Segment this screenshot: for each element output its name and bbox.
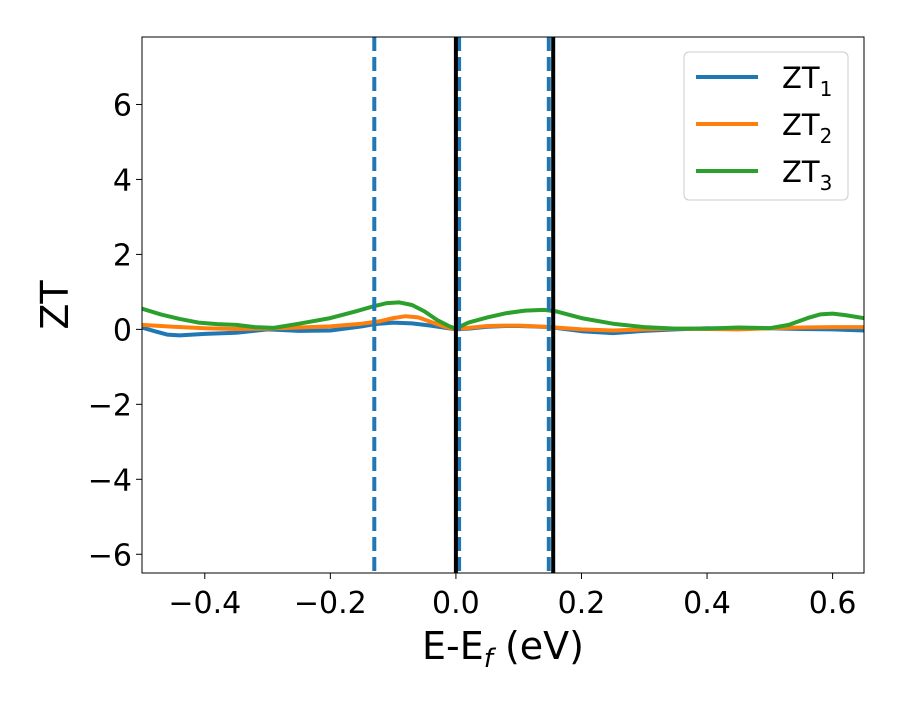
- reference-lines: [372, 37, 556, 573]
- y-tick-label: 0: [113, 313, 132, 348]
- legend: ZT1 ZT2 ZT3: [683, 51, 849, 201]
- y-tick-label: 6: [113, 88, 132, 123]
- legend-label-2: ZT2: [782, 108, 832, 148]
- y-tick-label: −6: [88, 538, 132, 573]
- y-tick-label: −2: [88, 388, 132, 423]
- x-tick-label: 0.0: [432, 586, 480, 621]
- y-tick-label: 4: [113, 163, 132, 198]
- series-line-3: [142, 300, 864, 331]
- x-tick-label: 0.2: [558, 586, 606, 621]
- plot-frame: [141, 36, 865, 574]
- x-tick-label: 0.4: [683, 586, 731, 621]
- y-tick-label: −4: [88, 463, 132, 498]
- y-axis: −6 −4 −2 0 2 4 6: [88, 88, 142, 573]
- legend-box: [683, 51, 849, 201]
- x-tick-label: −0.4: [168, 586, 241, 621]
- legend-label-1: ZT1: [782, 61, 832, 101]
- x-tick-label: −0.2: [294, 586, 367, 621]
- x-tick-label: 0.6: [809, 586, 857, 621]
- x-axis: −0.4 −0.2 0.0 0.2 0.4 0.6: [168, 573, 856, 621]
- y-tick-label: 2: [113, 238, 132, 273]
- legend-label-3: ZT3: [782, 155, 832, 195]
- x-axis-label: E-Ef (eV): [422, 624, 584, 674]
- y-axis-label: ZT: [33, 280, 77, 330]
